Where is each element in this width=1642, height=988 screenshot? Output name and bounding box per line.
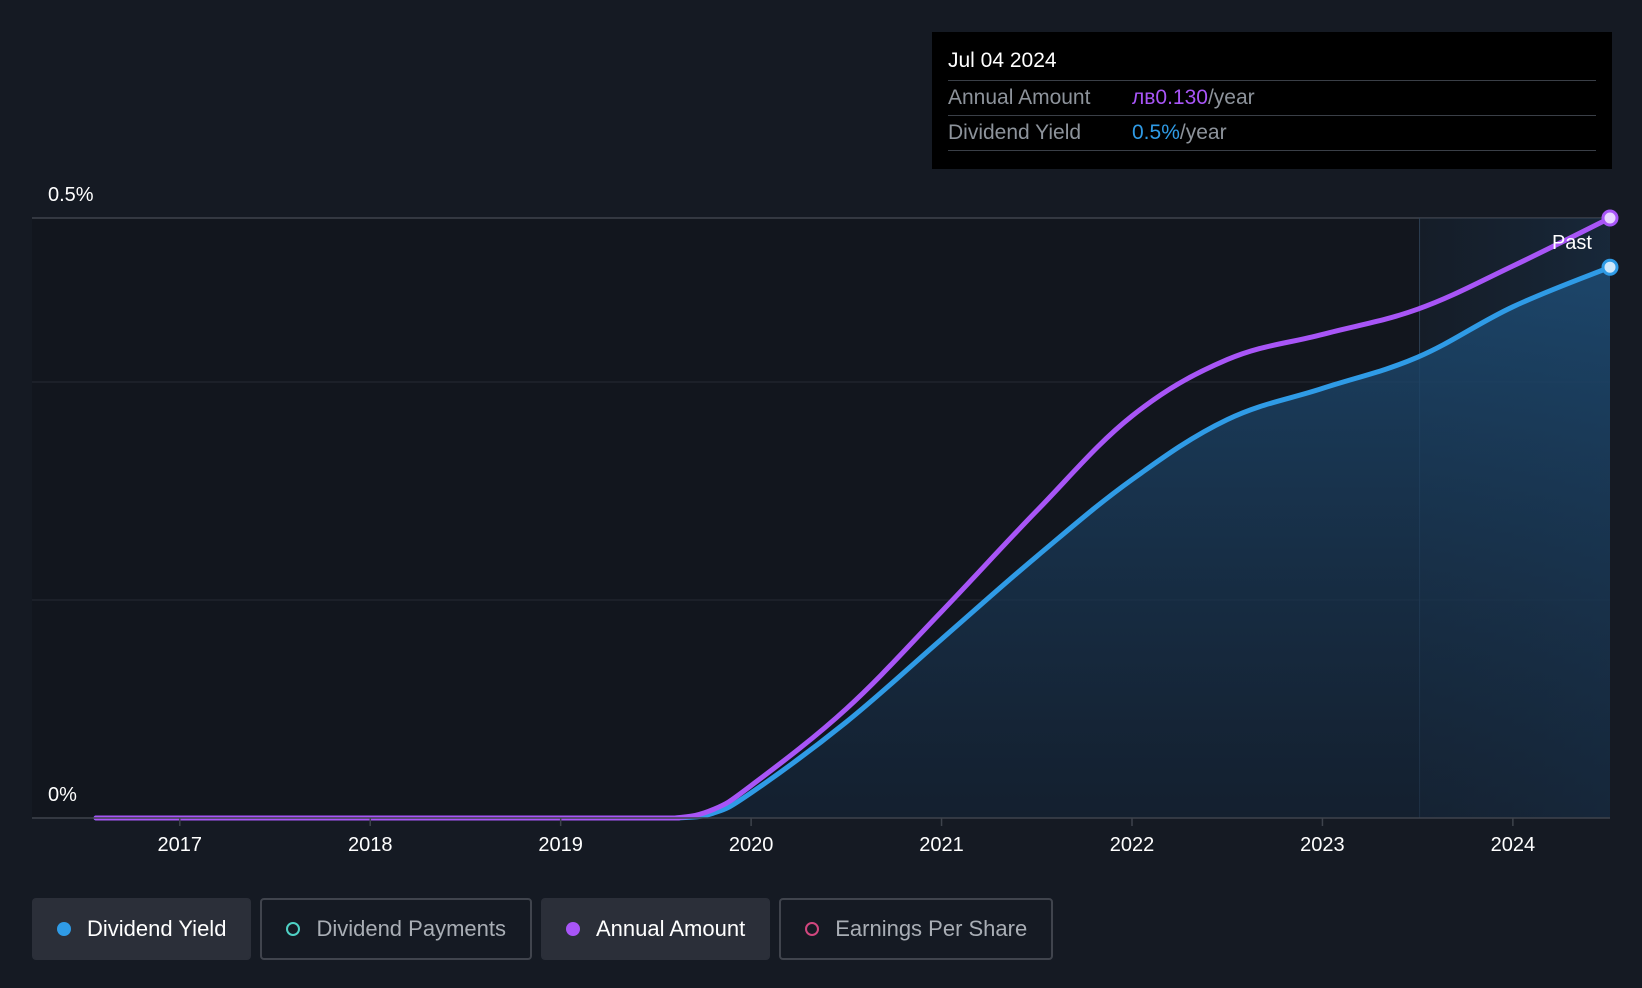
annual-amount-value: лв0.130 [1132, 86, 1208, 109]
filled-dot-icon [57, 922, 71, 936]
y-axis-ticks: 0% 0.5% [48, 184, 94, 806]
x-tick-label: 2019 [538, 834, 583, 856]
hover-tooltip: Jul 04 2024 Annual Amount лв0.130/year D… [932, 32, 1612, 169]
tooltip-label: Dividend Yield [948, 121, 1082, 144]
dividend-yield-area [96, 267, 1610, 818]
x-tick-label: 2023 [1300, 834, 1345, 856]
hollow-dot-icon [805, 922, 820, 936]
chart-canvas: Past 0% 0.5% 2017 2018 2019 2020 2021 2022 2023… [32, 184, 1619, 856]
tooltip-row-annual-amount: Annual Amount лв0.130/year [948, 81, 1596, 116]
dividend-yield-value: 0.5% [1132, 121, 1180, 144]
legend-annual-amount-button[interactable]: Annual Amount [540, 898, 771, 960]
dividend-yield-end-point[interactable] [1601, 258, 1619, 276]
unit-label: /year [1179, 121, 1227, 144]
x-tick-label: 2018 [348, 834, 393, 856]
hollow-dot-icon [286, 922, 301, 936]
tooltip-date: Jul 04 2024 [948, 46, 1596, 81]
filled-dot-icon [565, 922, 580, 936]
tooltip-label: Annual Amount [948, 86, 1091, 109]
tooltip-row-dividend-yield: Dividend Yield 0.5%/year [948, 116, 1596, 151]
legend-dividend-payments-button[interactable]: Dividend Payments [260, 898, 532, 960]
x-axis-ticks: 2017 2018 2019 2020 2021 2022 2023 2024 [158, 818, 1536, 856]
legend-dividend-yield-button[interactable]: Dividend Yield [32, 898, 252, 960]
legend: Dividend Yield Dividend Payments Annual … [32, 898, 1054, 960]
x-tick-label: 2017 [158, 834, 203, 856]
x-tick-label: 2021 [919, 834, 964, 856]
x-tick-label: 2020 [729, 834, 774, 856]
tooltip-value: лв0.130/year [1132, 81, 1255, 115]
legend-label: Annual Amount [595, 916, 746, 941]
annual-amount-end-point[interactable] [1601, 209, 1619, 227]
legend-label: Dividend Yield [87, 916, 227, 941]
y-tick-label: 0% [48, 784, 77, 806]
x-tick-label: 2024 [1491, 834, 1536, 856]
x-tick-label: 2022 [1110, 834, 1155, 856]
past-label: Past [1552, 232, 1592, 254]
legend-label: Earnings Per Share [835, 916, 1028, 941]
y-tick-label: 0.5% [48, 184, 94, 206]
tooltip-value: 0.5%/year [1132, 116, 1227, 150]
legend-earnings-per-share-button[interactable]: Earnings Per Share [779, 898, 1054, 960]
legend-label: Dividend Payments [316, 916, 506, 941]
unit-label: /year [1207, 86, 1255, 109]
